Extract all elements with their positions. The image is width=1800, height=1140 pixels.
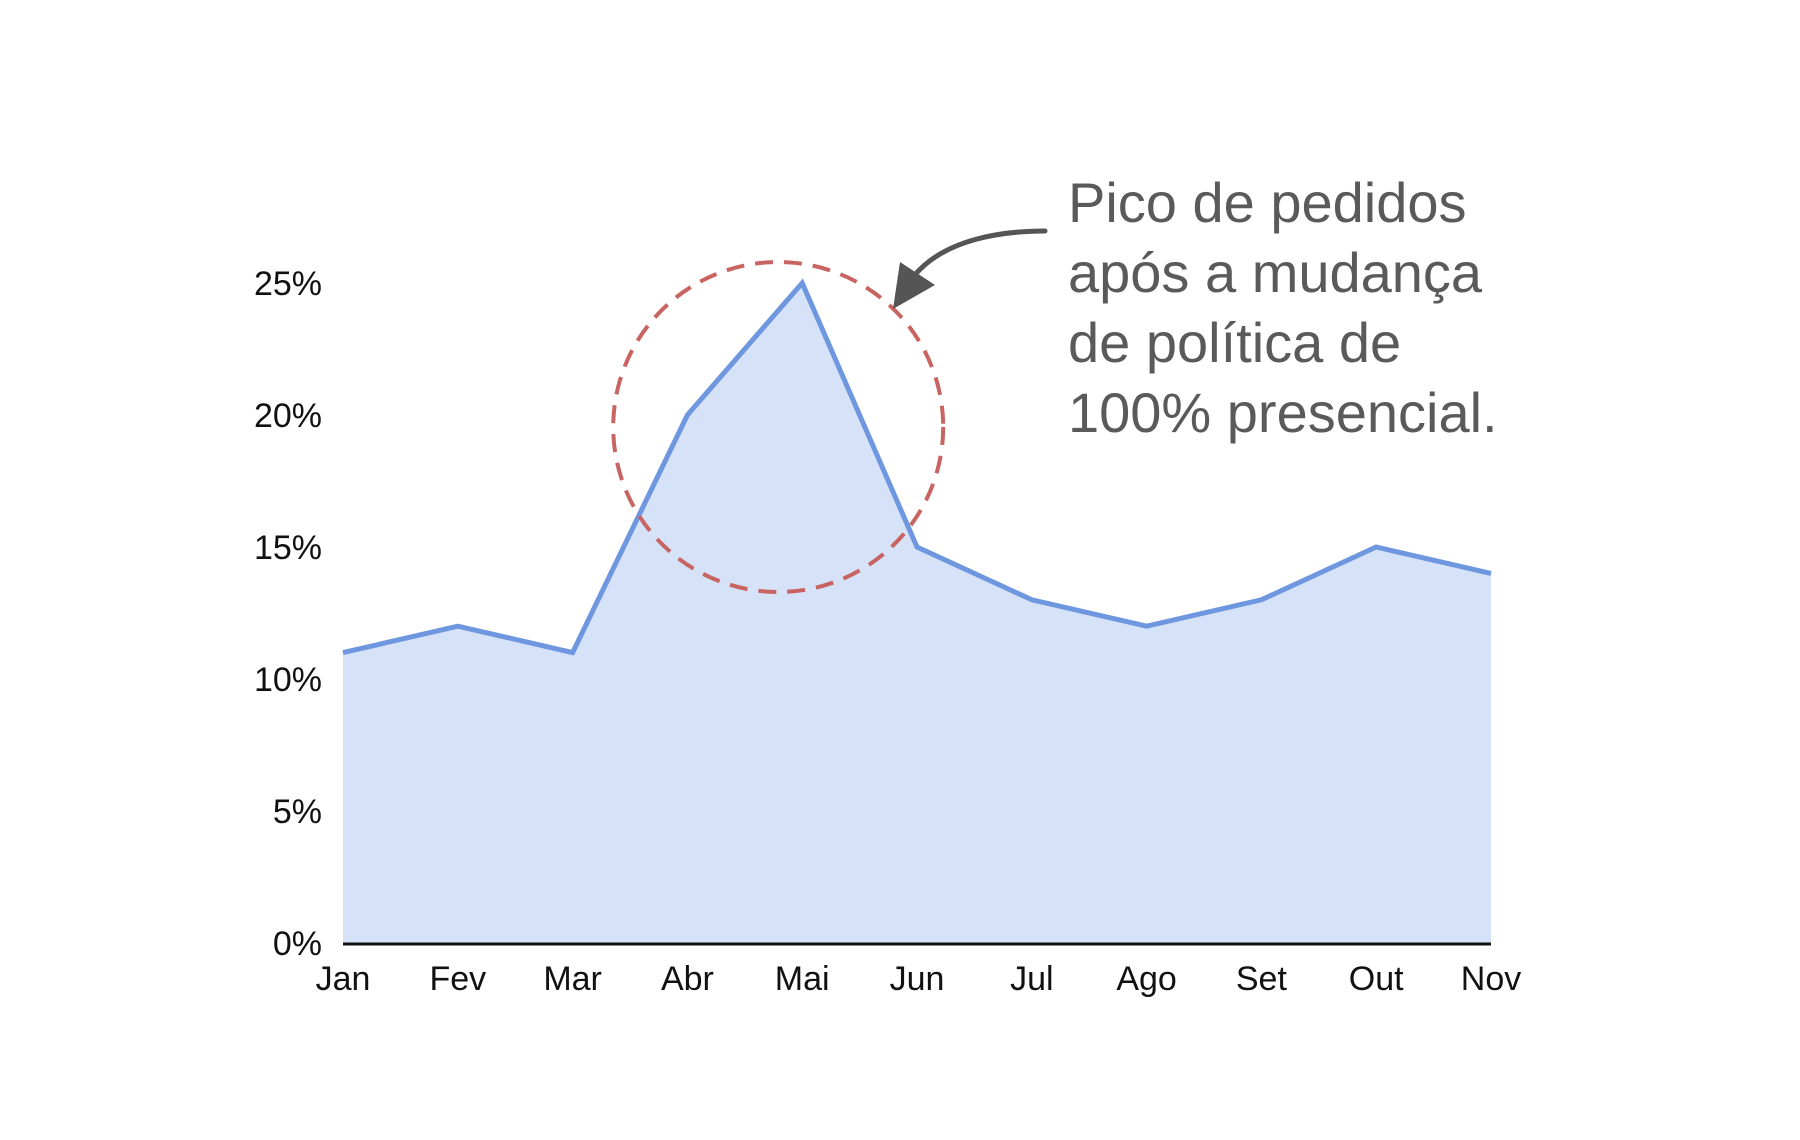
line-layer bbox=[342, 278, 1492, 656]
x-tick-label: Fev bbox=[429, 960, 486, 998]
x-tick-label: Nov bbox=[1461, 960, 1521, 998]
y-tick-label: 5% bbox=[273, 793, 322, 831]
y-tick-labels: 0% 5% 10% 15% 20% 25% bbox=[254, 265, 322, 963]
annotation-line: Pico de pedidos bbox=[1068, 171, 1467, 234]
area-fill bbox=[343, 283, 1491, 943]
annotation-line: 100% presencial. bbox=[1068, 381, 1498, 444]
y-tick-label: 10% bbox=[254, 661, 322, 699]
y-tick-label: 15% bbox=[254, 529, 322, 567]
annotation-line: após a mudança bbox=[1068, 241, 1483, 304]
y-tick-label: 20% bbox=[254, 397, 322, 435]
annotation-text: Pico de pedidos após a mudança de políti… bbox=[1068, 168, 1628, 448]
area-layer bbox=[343, 283, 1491, 943]
x-tick-label: Mai bbox=[775, 960, 830, 998]
x-tick-label: Set bbox=[1236, 960, 1288, 998]
y-tick-label: 25% bbox=[254, 265, 322, 303]
x-tick-label: Abr bbox=[661, 960, 714, 998]
x-tick-label: Jun bbox=[890, 960, 945, 998]
highlight-circle bbox=[611, 260, 946, 594]
annotation-arrow bbox=[911, 228, 1048, 279]
x-tick-label: Mar bbox=[543, 960, 602, 998]
annotation-line: de política de bbox=[1068, 311, 1402, 374]
x-tick-label: Jul bbox=[1010, 960, 1053, 998]
y-tick-label: 0% bbox=[273, 925, 322, 963]
x-tick-label: Jan bbox=[316, 960, 371, 998]
x-tick-labels: Jan Fev Mar Abr Mai Jun Jul Ago Set Out Nov bbox=[316, 960, 1522, 998]
highlight-layer bbox=[611, 260, 946, 594]
arrow-head-icon bbox=[893, 262, 935, 309]
x-tick-label: Ago bbox=[1116, 960, 1177, 998]
x-tick-label: Out bbox=[1349, 960, 1404, 998]
arrow-layer bbox=[893, 228, 1048, 309]
